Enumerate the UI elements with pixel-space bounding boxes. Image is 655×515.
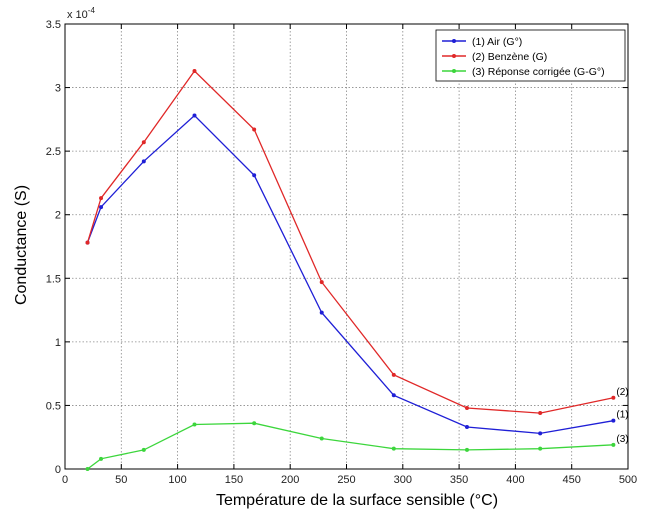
series-line-2 bbox=[86, 70, 614, 414]
data-point bbox=[319, 280, 324, 285]
y-tick-label: 0 bbox=[55, 464, 61, 476]
grid bbox=[65, 24, 628, 469]
data-point bbox=[192, 422, 197, 427]
y-tick-label: 1 bbox=[55, 337, 61, 349]
legend: (1) Air (G°) (2) Benzène (G) (3) Réponse c… bbox=[435, 29, 626, 82]
series-end-label: (3) bbox=[616, 434, 628, 445]
data-point bbox=[464, 447, 469, 452]
series-end-label: (2) bbox=[616, 387, 628, 398]
data-point bbox=[141, 447, 146, 452]
y-tick-label: 1.5 bbox=[46, 273, 61, 285]
x-tick-label: 0 bbox=[62, 474, 68, 486]
data-point bbox=[99, 205, 104, 210]
x-tick-label: 500 bbox=[619, 474, 637, 486]
data-point bbox=[538, 411, 543, 416]
y-tick-label: 3 bbox=[55, 83, 61, 95]
data-point bbox=[538, 431, 543, 436]
y-tick-label: 2.5 bbox=[46, 146, 61, 158]
x-tick-label: 50 bbox=[115, 474, 127, 486]
y-tick-label: 3.5 bbox=[46, 19, 61, 31]
axis-ticks: 0 50 100 150 200 250 300 350 400 450 500 0 0.5 1 1.5 2 2… bbox=[46, 19, 637, 486]
x-tick-label: 400 bbox=[506, 474, 524, 486]
data-point bbox=[141, 140, 146, 145]
series-line-3 bbox=[87, 422, 614, 470]
data-point bbox=[538, 446, 543, 451]
data-point bbox=[252, 173, 257, 178]
series-end-labels: (1) (2) (3) bbox=[616, 387, 628, 445]
legend-box bbox=[435, 29, 626, 82]
y-tick-label: 0.5 bbox=[46, 400, 61, 412]
series-line-1 bbox=[86, 114, 614, 435]
data-point bbox=[99, 456, 104, 461]
data-point bbox=[464, 425, 469, 430]
data-point bbox=[85, 467, 90, 471]
series-end-label: (1) bbox=[616, 410, 628, 421]
y-multiplier: x 10-4 bbox=[67, 6, 95, 21]
data-point bbox=[141, 159, 146, 164]
x-tick-label: 200 bbox=[281, 474, 299, 486]
legend-marker bbox=[452, 54, 456, 58]
legend-marker bbox=[452, 69, 456, 73]
data-point bbox=[611, 442, 616, 447]
data-point bbox=[192, 69, 197, 74]
legend-entry: (2) Benzène (G) bbox=[472, 51, 547, 63]
y-axis-title: Conductance (S) bbox=[13, 185, 30, 305]
data-point bbox=[252, 421, 257, 426]
data-point bbox=[99, 196, 104, 201]
y-tick-label: 2 bbox=[55, 210, 61, 222]
x-tick-label: 250 bbox=[337, 474, 355, 486]
data-point bbox=[391, 372, 396, 377]
data-point bbox=[611, 418, 616, 423]
data-point bbox=[192, 113, 197, 118]
legend-entry: (1) Air (G°) bbox=[472, 36, 522, 48]
series-lines bbox=[85, 69, 616, 471]
x-tick-label: 150 bbox=[225, 474, 243, 486]
data-point bbox=[85, 240, 90, 245]
x-tick-label: 100 bbox=[168, 474, 186, 486]
x-tick-label: 300 bbox=[394, 474, 412, 486]
data-point bbox=[391, 393, 396, 398]
data-point bbox=[464, 405, 469, 410]
data-point bbox=[391, 446, 396, 451]
data-point bbox=[319, 436, 324, 441]
x-tick-label: 450 bbox=[563, 474, 581, 486]
data-point bbox=[252, 127, 257, 132]
data-point bbox=[319, 310, 324, 315]
legend-marker bbox=[452, 39, 456, 43]
x-tick-label: 350 bbox=[450, 474, 468, 486]
x-axis-title: Température de la surface sensible (°C) bbox=[216, 492, 498, 509]
legend-entry: (3) Réponse corrigée (G-G°) bbox=[472, 66, 605, 78]
data-point bbox=[611, 395, 616, 400]
